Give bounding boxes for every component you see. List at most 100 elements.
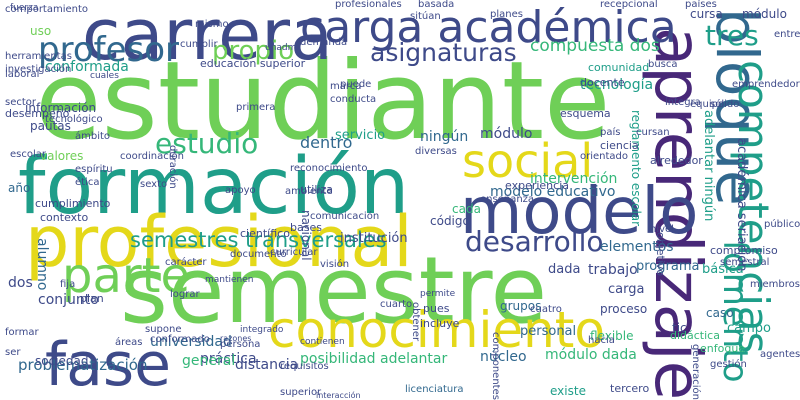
cloud-word: módulo [742, 7, 787, 21]
cloud-word: diversas [415, 146, 457, 157]
cloud-word: interacción [316, 391, 361, 400]
cloud-word: básica [702, 262, 744, 277]
cloud-word: orientado [580, 151, 629, 162]
cloud-word: recepcional [600, 0, 658, 10]
cloud-word: demanda [300, 37, 348, 48]
cloud-word: ambiente [285, 186, 333, 197]
cloud-word: código [430, 214, 470, 228]
cloud-word: hacia [588, 335, 615, 346]
cloud-word: núcleo [480, 349, 527, 365]
cloud-word: carrera [82, 0, 333, 76]
cloud-word: profesionales [335, 0, 402, 10]
cloud-word: plan [80, 292, 104, 305]
cloud-word: país [600, 127, 621, 138]
cloud-word: cursa [690, 7, 723, 21]
cloud-word: formar [5, 327, 39, 338]
cloud-word: coordinación [120, 151, 184, 162]
cloud-word: práctica [200, 351, 257, 367]
cloud-word: documento [230, 249, 287, 260]
cloud-word: puede [340, 79, 372, 90]
cloud-word: licenciatura [405, 384, 464, 395]
cloud-word: fomento [715, 240, 755, 383]
cloud-word: pues [423, 302, 450, 315]
cloud-word: fuerza [10, 3, 39, 13]
cloud-word: ser [5, 347, 21, 358]
cloud-word: emprendedor [732, 79, 800, 90]
cloud-word: información [25, 101, 97, 115]
cloud-word: modelo educativo [490, 184, 616, 200]
cloud-word: adelantar ningún [701, 110, 716, 222]
cloud-word: cumplir [180, 39, 218, 50]
cloud-word: académica seriación [734, 138, 749, 272]
cloud-word: científico [240, 227, 290, 240]
cloud-word: existe [550, 384, 586, 398]
cloud-word: objetivo [654, 232, 667, 277]
cloud-word: sociedad [35, 354, 89, 368]
cloud-word: permite [420, 289, 456, 299]
cloud-word: conocimiento [268, 301, 605, 359]
cloud-word: año [8, 181, 31, 195]
cloud-word: enseñanza [480, 194, 535, 205]
cloud-word: comunidad [588, 61, 650, 74]
cloud-word: cada [452, 202, 481, 216]
cloud-word: propio [212, 36, 295, 66]
cloud-word: visión [320, 259, 350, 270]
cloud-word: tres [705, 19, 759, 52]
cloud-word: basada [418, 0, 455, 10]
cloud-word: intervención [530, 171, 618, 187]
cloud-word: didáctica [670, 329, 720, 342]
cloud-word: nivel [650, 224, 674, 235]
cloud-word: carácter [165, 257, 207, 268]
cloud-word: pautas [30, 119, 71, 133]
cloud-word: curricular [270, 247, 318, 258]
cloud-word: dada [548, 262, 581, 277]
cloud-word: contienen [300, 337, 345, 347]
cloud-word: requisitos [280, 361, 329, 372]
cloud-word: supone [145, 324, 182, 335]
cloud-word: bases [290, 221, 322, 234]
cloud-word: sólido [710, 99, 740, 110]
cloud-word: semestral [720, 257, 770, 268]
cloud-word: obtener [410, 302, 421, 342]
cloud-word: esquema [560, 107, 611, 120]
cloud-word: cumplimiento [35, 197, 111, 210]
cloud-word: campo [727, 321, 771, 336]
cloud-word: integra [665, 97, 701, 108]
cloud-word: apoyo [225, 185, 256, 196]
cloud-word: comportamiento [5, 4, 89, 15]
cloud-word: semestre [120, 237, 548, 344]
cloud-word: ciencia [600, 139, 639, 152]
cloud-word: conformado [150, 334, 210, 345]
cloud-word: tic [672, 321, 687, 335]
cloud-word: agentes [760, 349, 800, 360]
cloud-word: fija [60, 279, 76, 290]
cloud-word: dentro [300, 133, 353, 152]
cloud-word: compuesta dos [530, 36, 660, 56]
cloud-word: proceso [600, 302, 648, 316]
cloud-word: comunicación [310, 211, 380, 222]
cloud-word: modelo [460, 175, 699, 249]
cloud-word: distancia [235, 357, 299, 373]
cloud-word: carga [608, 282, 645, 297]
cloud-word: servicio [335, 128, 386, 143]
cloud-word: reglamento escolar [629, 110, 643, 227]
cloud-word: elementos [600, 239, 674, 255]
cloud-word: sexto [140, 179, 168, 190]
cloud-word: profesor [38, 30, 179, 70]
cloud-word: componentes [490, 332, 501, 400]
cloud-word: espíritu [75, 164, 113, 175]
cloud-word: conformada [45, 59, 129, 75]
cloud-word: incluye [420, 317, 460, 330]
cloud-word: ámbito [75, 131, 111, 142]
cloud-word: flexible [590, 329, 634, 343]
cloud-word: desempeño [5, 107, 70, 120]
cloud-word: ética [75, 177, 100, 188]
cloud-word: universidad [150, 334, 232, 350]
cloud-word: generación [690, 344, 701, 400]
cloud-word: público [764, 219, 800, 230]
cloud-word: institución [340, 231, 408, 246]
cloud-word: valores [40, 149, 84, 163]
cloud-word: superior [280, 387, 322, 398]
cloud-word: parte [62, 248, 190, 304]
